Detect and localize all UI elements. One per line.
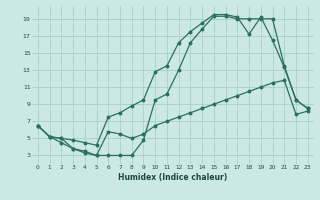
X-axis label: Humidex (Indice chaleur): Humidex (Indice chaleur) [118,173,228,182]
